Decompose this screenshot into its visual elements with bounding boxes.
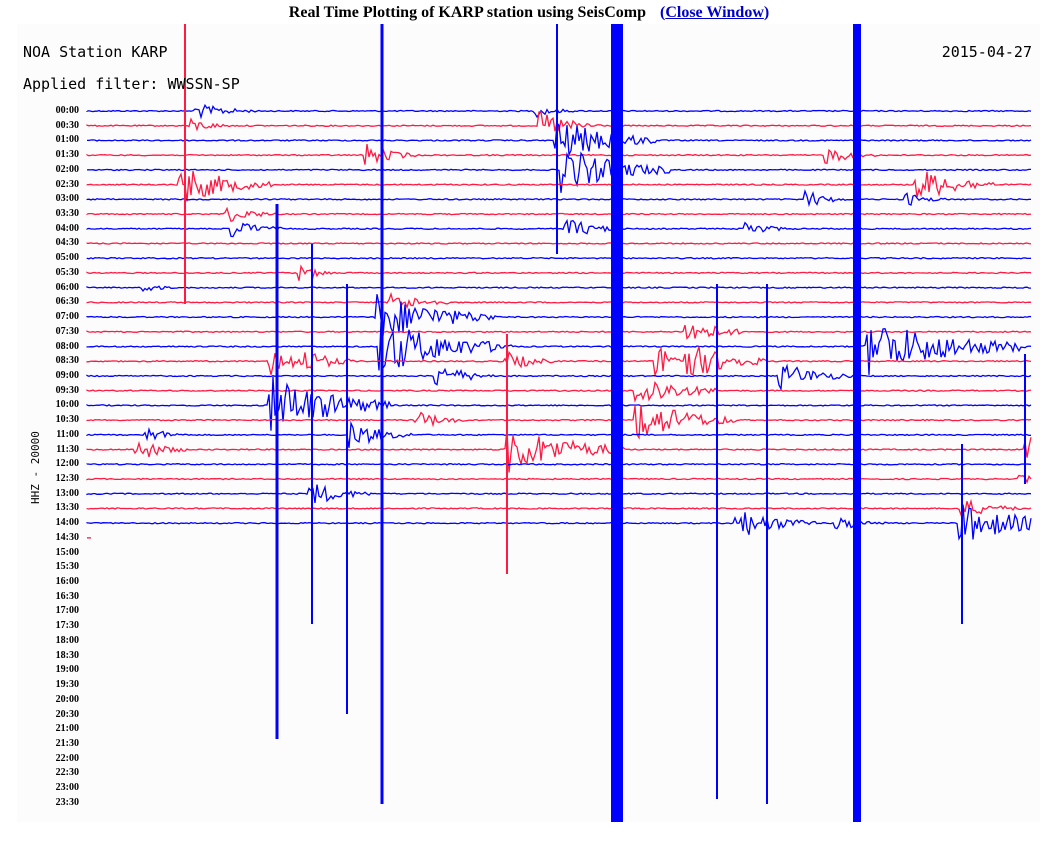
time-label: 09:00 [55, 369, 79, 381]
station-label: NOA Station KARP [23, 43, 168, 61]
trace-row [86, 256, 1032, 260]
time-label: 04:30 [55, 237, 79, 249]
earthquake-spike [611, 24, 623, 822]
time-label: 00:00 [55, 105, 79, 116]
earthquake-spike [961, 444, 963, 624]
time-label: 05:00 [55, 252, 79, 264]
time-label: 16:30 [55, 590, 79, 602]
time-label: 02:30 [55, 178, 79, 190]
trace-row [86, 264, 1032, 281]
time-label: 03:00 [55, 193, 79, 205]
time-label: 15:00 [55, 546, 79, 558]
time-label: 15:30 [55, 561, 79, 573]
earthquake-spike [1024, 354, 1026, 484]
page-title: Real Time Plotting of KARP station using… [288, 4, 646, 21]
time-label: 08:30 [55, 355, 79, 367]
trace-row [86, 218, 1032, 238]
filter-label: Applied filter: WWSSN-SP [23, 75, 240, 93]
trace-row [86, 324, 1032, 340]
time-label: 13:30 [55, 502, 79, 514]
trace-row [86, 462, 1032, 466]
trace-row [86, 151, 1031, 193]
time-label: 01:30 [55, 149, 79, 161]
earthquake-spike [556, 24, 558, 254]
time-label: 22:30 [55, 767, 79, 779]
time-label: 12:00 [55, 458, 79, 470]
time-label: 18:30 [55, 649, 79, 661]
time-label: 06:30 [55, 296, 79, 308]
earthquake-spike [275, 204, 279, 739]
trace-row [86, 420, 1032, 448]
time-label: 11:00 [56, 428, 79, 440]
trace-row [86, 429, 1032, 473]
time-label: 07:30 [55, 325, 79, 337]
seismogram-traces [86, 24, 1032, 822]
earthquake-spike [346, 284, 348, 714]
trace-row [86, 498, 1032, 518]
time-label: 17:00 [55, 605, 79, 617]
time-label: 22:00 [55, 752, 79, 764]
time-label: 11:30 [56, 443, 79, 455]
trace-row [86, 474, 1032, 484]
time-label: 01:00 [55, 134, 79, 146]
page-header: Real Time Plotting of KARP station using… [0, 4, 1058, 22]
close-window-wrapper: (Close Window) [660, 4, 769, 21]
time-label: 05:30 [55, 266, 79, 278]
time-label: 10:00 [55, 399, 79, 411]
trace-row [86, 206, 1032, 223]
trace-row [86, 189, 1032, 208]
time-label: 07:00 [55, 311, 79, 323]
trace-row [86, 363, 1032, 392]
earthquake-spike [766, 284, 768, 804]
time-label: 10:30 [55, 414, 79, 426]
time-label: 16:00 [55, 576, 79, 588]
time-label: 20:30 [55, 708, 79, 720]
trace-row [86, 103, 1032, 120]
earthquake-spike [716, 284, 718, 799]
time-label: 06:00 [55, 281, 79, 293]
trace-row [86, 376, 1032, 431]
close-window-link[interactable]: Close Window [665, 4, 764, 21]
time-label: 02:00 [55, 163, 79, 175]
earthquake-spike [853, 24, 861, 822]
time-label: 13:00 [55, 487, 79, 499]
time-label: 21:30 [55, 737, 79, 749]
trace-row [86, 285, 1031, 292]
time-label: 04:00 [55, 222, 79, 234]
close-paren-close: ) [763, 4, 770, 21]
trace-row [86, 346, 1032, 378]
time-label: 09:30 [55, 384, 79, 396]
time-label: 20:00 [55, 693, 79, 705]
trace-row [86, 144, 1032, 165]
trace-row [86, 291, 1032, 310]
time-label: 12:30 [55, 473, 79, 484]
time-label: 17:30 [55, 620, 79, 632]
trace-row [86, 484, 1032, 503]
trace-row [86, 294, 1032, 337]
close-paren-open: ( [660, 4, 666, 21]
trace-row [86, 504, 1032, 541]
trace-row [86, 405, 1032, 440]
earthquake-spike [311, 244, 313, 624]
time-label: 23:00 [55, 782, 79, 794]
date-label: 2015-04-27 [941, 43, 1032, 61]
time-label: 18:00 [55, 634, 79, 646]
earthquake-spike [184, 24, 186, 304]
time-label: 03:30 [55, 208, 79, 220]
trace-row [86, 321, 1032, 375]
time-label: 00:30 [55, 119, 79, 131]
trace-row [86, 380, 1032, 403]
time-label: 14:30 [55, 531, 79, 543]
time-label: 23:30 [55, 796, 79, 808]
time-label: 08:00 [55, 340, 79, 352]
trace-row [86, 242, 1032, 245]
earthquake-spike [506, 334, 508, 574]
time-label: 19:00 [55, 664, 79, 676]
time-label: 21:00 [55, 723, 79, 735]
trace-row [87, 121, 1032, 158]
time-label: 19:30 [55, 679, 79, 691]
helicorder-plot: NOA Station KARP Applied filter: WWSSN-S… [17, 24, 1040, 822]
time-label: 14:00 [55, 517, 79, 529]
earthquake-spike [380, 24, 384, 804]
